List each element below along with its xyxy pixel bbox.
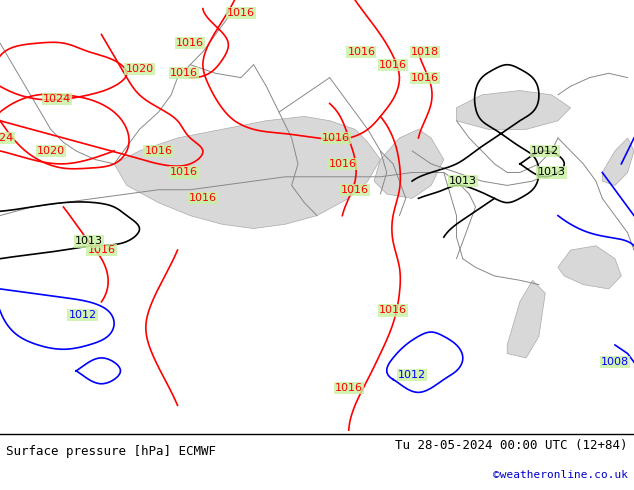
Text: 1016: 1016 (347, 47, 375, 57)
Text: 1012: 1012 (531, 146, 559, 156)
Text: 1008: 1008 (601, 357, 629, 367)
Text: 1016: 1016 (328, 159, 356, 169)
Text: 1016: 1016 (335, 383, 363, 393)
Polygon shape (558, 246, 621, 289)
Text: ©weatheronline.co.uk: ©weatheronline.co.uk (493, 470, 628, 480)
Text: 1016: 1016 (341, 185, 369, 195)
Text: 1016: 1016 (170, 68, 198, 78)
Text: 1012: 1012 (68, 310, 96, 320)
Text: 1020: 1020 (37, 146, 65, 156)
Polygon shape (602, 138, 634, 185)
Text: 1016: 1016 (227, 8, 255, 18)
Polygon shape (374, 129, 444, 198)
Text: 1016: 1016 (176, 38, 204, 48)
Polygon shape (456, 91, 571, 129)
Text: 1018: 1018 (411, 47, 439, 57)
Text: 1013: 1013 (538, 168, 566, 177)
Text: 1016: 1016 (170, 168, 198, 177)
Text: 1024: 1024 (43, 94, 71, 104)
Polygon shape (507, 280, 545, 358)
Text: 1016: 1016 (379, 305, 407, 316)
Polygon shape (114, 117, 380, 228)
Text: 1016: 1016 (189, 194, 217, 203)
Text: 1016: 1016 (87, 245, 115, 255)
Text: 1020: 1020 (126, 64, 153, 74)
Text: 1016: 1016 (379, 60, 407, 70)
Text: 1016: 1016 (322, 133, 350, 143)
Text: Surface pressure [hPa] ECMWF: Surface pressure [hPa] ECMWF (6, 445, 216, 458)
Text: Tu 28-05-2024 00:00 UTC (12+84): Tu 28-05-2024 00:00 UTC (12+84) (395, 440, 628, 452)
Text: 1013: 1013 (75, 237, 103, 246)
Text: 1024: 1024 (0, 133, 14, 143)
Text: 1012: 1012 (398, 370, 426, 380)
Text: 1016: 1016 (145, 146, 172, 156)
Text: 1013: 1013 (449, 176, 477, 186)
Text: 1016: 1016 (411, 73, 439, 83)
